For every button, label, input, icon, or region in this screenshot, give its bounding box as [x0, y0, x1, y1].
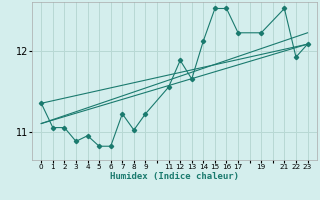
- X-axis label: Humidex (Indice chaleur): Humidex (Indice chaleur): [110, 172, 239, 181]
